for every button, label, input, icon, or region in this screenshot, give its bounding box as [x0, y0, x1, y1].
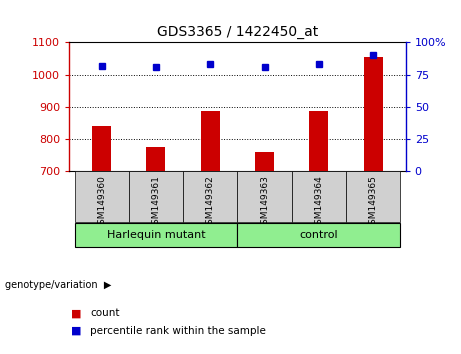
Text: ■: ■ — [71, 308, 82, 318]
FancyBboxPatch shape — [292, 171, 346, 222]
Text: genotype/variation  ▶: genotype/variation ▶ — [5, 280, 111, 290]
Bar — [364, 57, 383, 171]
FancyBboxPatch shape — [75, 171, 129, 222]
Text: GSM149365: GSM149365 — [369, 175, 378, 230]
FancyBboxPatch shape — [183, 171, 237, 222]
FancyBboxPatch shape — [237, 223, 400, 246]
Title: GDS3365 / 1422450_at: GDS3365 / 1422450_at — [157, 25, 318, 39]
FancyBboxPatch shape — [75, 223, 237, 246]
Text: GSM149360: GSM149360 — [97, 175, 106, 230]
Text: ■: ■ — [71, 326, 82, 336]
Text: GSM149361: GSM149361 — [152, 175, 160, 230]
Text: count: count — [90, 308, 119, 318]
FancyBboxPatch shape — [237, 171, 292, 222]
Bar — [255, 152, 274, 171]
Text: Harlequin mutant: Harlequin mutant — [106, 230, 205, 240]
Text: GSM149362: GSM149362 — [206, 175, 215, 230]
Text: percentile rank within the sample: percentile rank within the sample — [90, 326, 266, 336]
FancyBboxPatch shape — [129, 171, 183, 222]
FancyBboxPatch shape — [346, 171, 400, 222]
Text: GSM149364: GSM149364 — [314, 175, 323, 230]
Bar — [201, 112, 220, 171]
Bar — [147, 147, 165, 171]
Bar — [309, 112, 328, 171]
Text: GSM149363: GSM149363 — [260, 175, 269, 230]
Text: control: control — [300, 230, 338, 240]
Bar — [92, 126, 111, 171]
